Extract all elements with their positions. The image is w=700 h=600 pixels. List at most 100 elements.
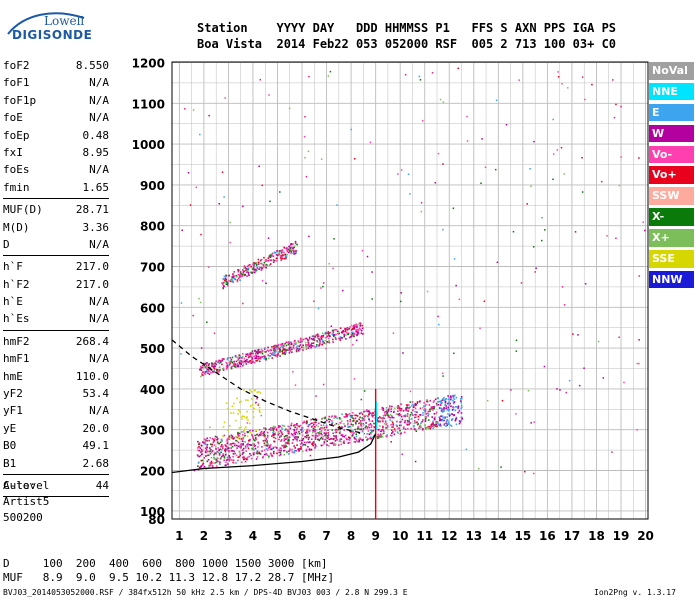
echo-point: [243, 415, 246, 418]
echo-point: [313, 339, 316, 342]
echo-point: [252, 443, 254, 446]
echo-point: [218, 442, 221, 445]
echo-point: [252, 361, 254, 364]
echo-point: [298, 425, 301, 428]
echo-point: [252, 352, 254, 355]
echo-point: [226, 362, 228, 365]
echo-point: [322, 342, 325, 344]
echo-point: [408, 423, 410, 426]
echo-point: [230, 279, 232, 281]
echo-point: [345, 338, 347, 340]
echo-point: [218, 366, 221, 369]
echo-point: [282, 424, 284, 427]
echo-point: [427, 413, 430, 415]
echo-point: [421, 420, 423, 423]
echo-point: [359, 416, 361, 419]
noise-point: [453, 258, 456, 260]
echo-point: [209, 464, 211, 467]
echo-point: [244, 445, 247, 448]
echo-point: [253, 443, 255, 445]
echo-point: [411, 403, 414, 406]
echo-point: [278, 432, 280, 435]
echo-point: [354, 417, 357, 420]
legend-item: NoVal: [649, 62, 694, 80]
echo-point: [273, 347, 276, 350]
echo-point: [286, 434, 288, 437]
file-info: BVJ03_2014053052000.RSF / 384fx512h 50 k…: [3, 588, 408, 597]
echo-point: [201, 366, 204, 369]
echo-point: [344, 434, 347, 437]
echo-point: [318, 345, 320, 347]
echo-point: [300, 431, 303, 434]
echo-point: [320, 431, 323, 433]
echo-point: [296, 345, 299, 347]
logo-text-lowell: Lowell: [44, 14, 85, 28]
echo-point: [414, 421, 417, 424]
echo-point: [327, 334, 330, 337]
echo-point: [248, 356, 250, 358]
echo-point: [269, 444, 272, 446]
echo-point: [272, 431, 274, 434]
echo-point: [405, 409, 407, 412]
echo-point: [270, 429, 273, 431]
echo-point: [269, 263, 272, 265]
echo-point: [366, 415, 369, 418]
echo-point: [281, 342, 284, 345]
echo-point: [417, 423, 420, 425]
noise-point: [544, 229, 546, 231]
echo-point: [255, 429, 258, 432]
echo-point: [349, 335, 352, 338]
echo-point: [217, 447, 220, 449]
echo-point: [238, 360, 241, 362]
echo-point: [241, 275, 244, 277]
echo-point: [422, 419, 424, 421]
echo-point: [332, 444, 335, 446]
echo-point: [347, 327, 349, 330]
echo-point: [289, 350, 291, 352]
echo-point: [266, 431, 269, 434]
echo-point: [230, 444, 232, 446]
echo-point: [274, 354, 277, 357]
echo-point: [263, 266, 265, 268]
echo-point: [225, 368, 228, 370]
echo-point: [367, 410, 370, 413]
echo-point: [265, 264, 267, 267]
echo-point: [287, 248, 290, 251]
echo-point: [299, 341, 302, 344]
echo-point: [353, 327, 355, 330]
noise-point: [486, 399, 489, 402]
echo-point: [315, 421, 317, 423]
echo-point: [416, 411, 418, 413]
echo-point: [233, 365, 236, 368]
echo-point: [288, 245, 290, 248]
echo-point: [429, 410, 431, 412]
echo-point: [254, 447, 257, 450]
echo-point: [203, 363, 206, 365]
noise-point: [578, 384, 581, 387]
echo-point: [331, 442, 334, 444]
param-name: foE: [3, 111, 23, 125]
echo-point: [261, 356, 264, 358]
param-row: foF2 8.550: [3, 57, 109, 74]
echo-point: [261, 456, 264, 459]
echo-point: [250, 391, 253, 393]
echo-point: [285, 351, 287, 354]
echo-point: [368, 420, 371, 422]
echo-point: [460, 412, 463, 414]
echo-point: [385, 410, 388, 413]
noise-point: [568, 379, 571, 382]
echo-point: [232, 412, 235, 414]
echo-point: [320, 336, 322, 338]
x-tick-label: 19: [613, 529, 630, 543]
echo-point: [244, 274, 246, 277]
echo-point: [210, 456, 213, 459]
echo-point: [238, 361, 241, 364]
echo-point: [201, 465, 203, 467]
echo-point: [250, 444, 252, 446]
noise-point: [541, 216, 543, 219]
echo-point: [353, 325, 355, 327]
echo-point: [341, 426, 344, 429]
param-value: 53.4: [82, 387, 110, 401]
param-value: 8.95: [82, 145, 110, 159]
echo-point: [314, 429, 317, 431]
